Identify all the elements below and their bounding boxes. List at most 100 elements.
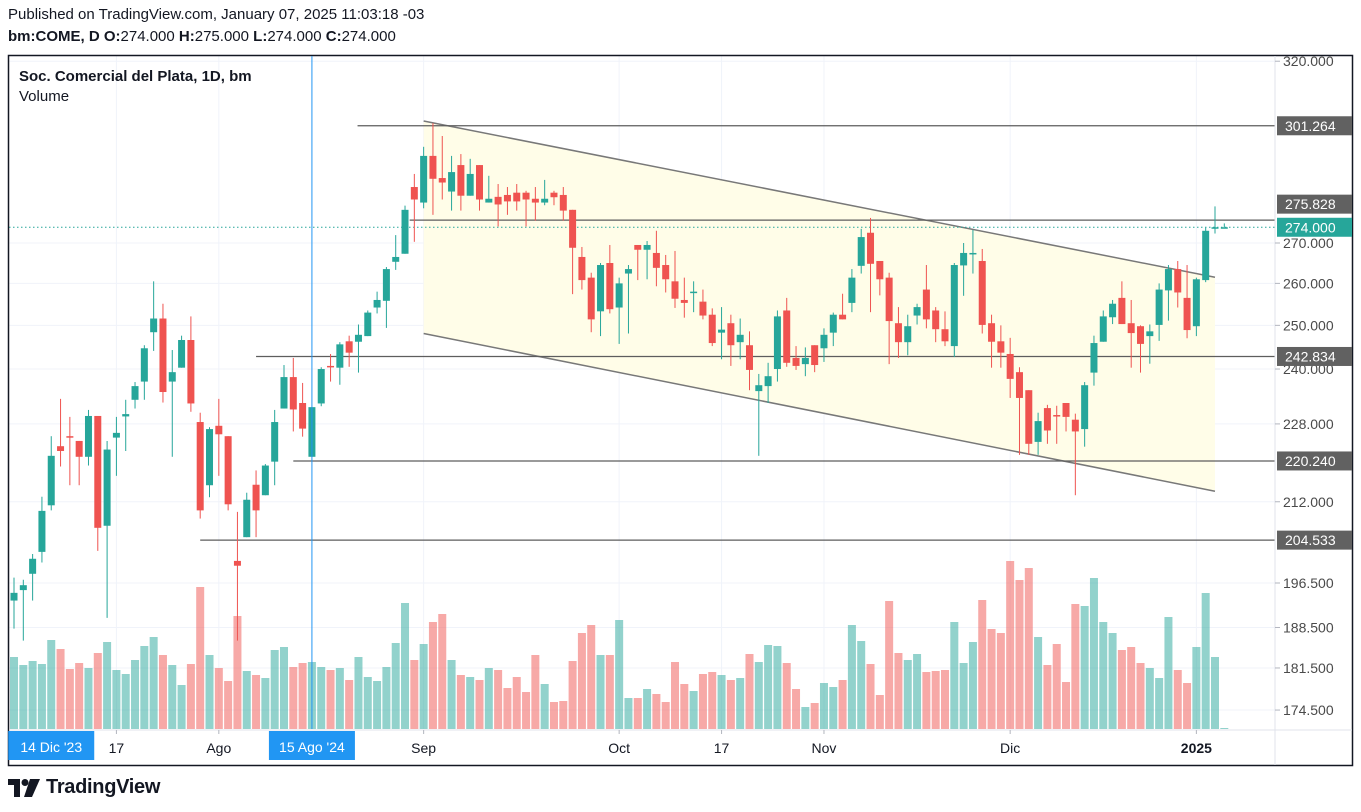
date-tag-label: 14 Dic '23: [20, 739, 82, 755]
volume-bar: [717, 675, 726, 729]
candle-body: [727, 323, 735, 346]
drawings[interactable]: [9, 120, 1275, 541]
candle: [522, 190, 530, 227]
candle: [736, 318, 744, 360]
price-tick-label: 174.500: [1283, 702, 1334, 718]
candle-body: [1034, 421, 1042, 442]
candle-body: [857, 237, 865, 266]
volume-bar: [857, 641, 866, 729]
candle-body: [1109, 303, 1117, 318]
volume-bar: [745, 654, 754, 729]
candle: [894, 307, 902, 358]
volume-bar: [1127, 647, 1136, 729]
candle-body: [690, 291, 698, 294]
volume-bar: [326, 670, 335, 729]
volume-bar: [587, 625, 596, 729]
candle: [224, 436, 232, 511]
candle-body: [466, 173, 474, 196]
candle: [168, 350, 176, 457]
candle-body: [299, 402, 307, 429]
candle-body: [476, 165, 483, 200]
candle-body: [718, 329, 726, 333]
candle-body: [233, 560, 241, 566]
candle-body: [1062, 402, 1070, 417]
candle-body: [354, 334, 362, 342]
volume-bar: [177, 685, 186, 729]
volume-bar: [913, 654, 922, 729]
candle: [382, 267, 390, 328]
candle-body: [75, 440, 83, 457]
candle-body: [867, 232, 875, 264]
tradingview-logo[interactable]: TradingView: [8, 776, 160, 799]
time-label: 17: [109, 740, 125, 756]
volume-bar: [224, 681, 233, 729]
candle-body: [922, 289, 930, 320]
candle-body: [783, 310, 791, 363]
volume-bar: [466, 677, 475, 729]
candle: [745, 331, 753, 391]
chart-legend: Soc. Comercial del Plata, 1D, bm Volume: [19, 67, 252, 107]
candle-body: [671, 281, 679, 299]
candle: [345, 335, 353, 367]
candle: [373, 291, 381, 314]
candle: [615, 277, 623, 344]
candle: [848, 269, 856, 313]
candle-body: [47, 455, 55, 506]
volume-bar: [512, 677, 521, 729]
candle: [410, 173, 418, 242]
low-value: 274.000: [267, 28, 322, 45]
channel-lower-line[interactable]: [423, 332, 1216, 492]
candle-body: [578, 256, 586, 281]
date-tag: [268, 731, 355, 760]
volume-bar: [1173, 670, 1182, 729]
volume-bar: [1145, 668, 1154, 729]
candle: [969, 230, 977, 274]
price-tick-label: 228.000: [1283, 416, 1334, 432]
candle: [950, 263, 958, 358]
volume-bar: [633, 698, 642, 729]
candle: [420, 146, 428, 209]
candle: [550, 190, 558, 206]
candle-body: [894, 323, 902, 343]
candle-body: [792, 357, 800, 366]
candle-body: [1211, 227, 1219, 229]
candle: [662, 254, 670, 293]
candle: [1109, 299, 1117, 325]
price-tag: [1277, 530, 1352, 550]
candle: [680, 277, 688, 318]
candle-body: [1099, 316, 1107, 342]
candle-body: [429, 155, 437, 179]
candle: [1146, 324, 1154, 364]
volume-bar: [419, 644, 428, 729]
candle-body: [401, 209, 409, 254]
close-value: 274.000: [341, 28, 396, 45]
candle-body: [615, 283, 623, 308]
volume-bar: [1006, 561, 1015, 729]
candle-body: [196, 422, 204, 511]
candle-body: [1025, 390, 1033, 444]
channel-upper-line[interactable]: [423, 120, 1216, 278]
volume-bar: [605, 655, 614, 729]
volume-bar: [65, 669, 74, 729]
volume-bar: [922, 672, 931, 729]
volume-bar: [289, 667, 298, 729]
candle-body: [699, 301, 707, 316]
volume-bar: [252, 675, 261, 729]
volume-bar: [885, 601, 894, 729]
volume-bar: [10, 657, 18, 729]
candle-body: [652, 252, 660, 268]
candle: [932, 307, 940, 343]
volume-bar: [1183, 683, 1192, 729]
candle-body: [960, 252, 968, 266]
candle: [112, 416, 120, 476]
volume-bar: [317, 667, 326, 729]
candle-body: [997, 341, 1005, 353]
candle-body: [38, 510, 46, 552]
volume-bar: [782, 663, 791, 729]
candle: [103, 440, 111, 618]
last-price-tag-label: 274.000: [1285, 219, 1336, 235]
candle: [75, 440, 83, 486]
candle: [904, 314, 912, 356]
volume-bar: [801, 707, 810, 729]
